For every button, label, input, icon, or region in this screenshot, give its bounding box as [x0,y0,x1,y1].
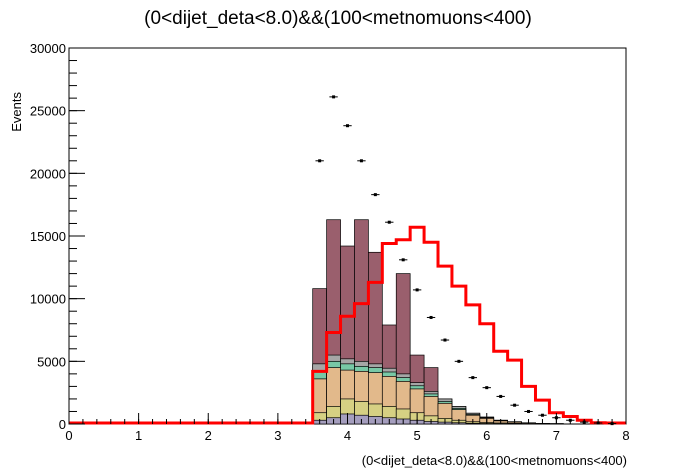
x-axis-title: (0<dijet_deta<8.0)&&(100<metnomuons<400) [362,453,627,468]
data-point [527,409,531,413]
x-tick-label: 7 [553,428,560,443]
data-point [332,95,336,99]
y-tick-label: 20000 [30,166,66,181]
x-tick-label: 8 [622,428,629,443]
data-point [513,403,517,407]
x-axis: 0 1 2 3 4 5 6 7 8 [65,413,630,443]
data-point [471,376,475,380]
y-tick-label: 10000 [30,292,66,307]
x-tick-label: 5 [414,428,421,443]
data-point [485,386,489,390]
data-point [387,220,391,224]
x-tick-label: 3 [274,428,281,443]
signal-histogram [69,225,626,425]
chart-title: (0<dijet_deta<8.0)&&(100<metnomuons<400) [144,8,532,29]
y-tick-label: 25000 [30,104,66,119]
y-axis-title: Events [9,92,24,132]
data-point [429,315,433,319]
y-tick-label: 15000 [30,229,66,244]
data-point [540,413,544,417]
data-point [318,159,322,163]
y-axis: 0 5000 10000 15000 20000 25000 30000 [30,41,85,432]
x-tick-label: 6 [483,428,490,443]
x-tick-label: 4 [344,428,351,443]
x-tick-label: 1 [135,428,142,443]
data-points [315,95,617,426]
data-point [499,394,503,398]
signal-line [69,225,626,425]
y-tick-label: 0 [59,417,66,432]
y-tick-label: 30000 [30,41,66,56]
data-point [443,338,447,342]
x-tick-label: 2 [205,428,212,443]
data-point [415,288,419,292]
stacked-histograms [312,219,592,425]
data-point [401,258,405,262]
data-point [373,193,377,197]
data-point [457,359,461,363]
x-tick-label: 0 [65,428,72,443]
data-point [359,159,363,163]
data-point [346,124,349,128]
y-tick-label: 5000 [37,354,66,369]
